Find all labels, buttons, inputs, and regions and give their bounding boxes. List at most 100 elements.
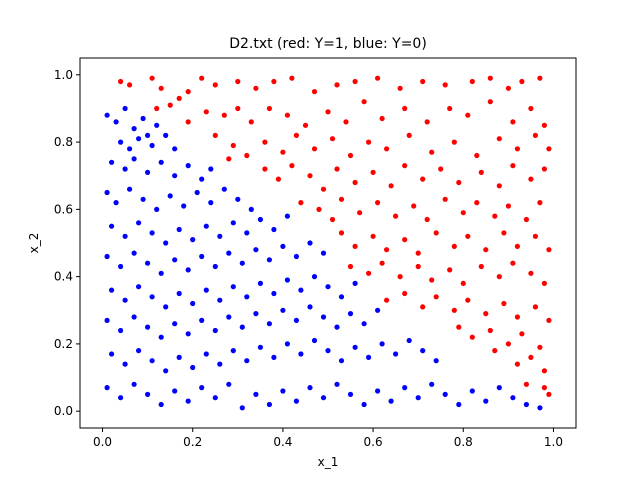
point-Y1-2 [149, 75, 155, 81]
point-Y0-108 [149, 358, 155, 364]
y-tick-label: 0.6 [54, 202, 73, 216]
point-Y0-35 [122, 233, 128, 239]
point-Y0-137 [199, 385, 205, 391]
point-Y0-92 [212, 327, 218, 334]
point-Y0-29 [194, 189, 200, 196]
point-Y1-55 [347, 152, 354, 159]
point-Y1-48 [244, 152, 250, 159]
point-Y0-156 [456, 401, 462, 408]
point-Y1-33 [302, 122, 309, 128]
y-tick-label: 0.0 [54, 404, 73, 418]
point-Y0-153 [415, 395, 421, 401]
point-Y1-14 [352, 78, 358, 85]
point-Y0-162 [537, 405, 543, 411]
x-tick-label: 0.0 [93, 435, 112, 449]
point-Y0-18 [172, 173, 178, 179]
point-Y1-110 [501, 230, 507, 236]
point-Y0-66 [122, 297, 128, 303]
point-Y0-109 [163, 368, 169, 374]
point-Y0-77 [271, 290, 277, 297]
point-Y1-133 [483, 311, 489, 317]
point-Y0-161 [523, 401, 530, 408]
point-Y1-134 [501, 300, 507, 307]
point-Y1-69 [307, 173, 313, 179]
point-Y0-21 [208, 166, 214, 172]
point-Y1-41 [465, 112, 471, 118]
point-Y1-0 [118, 78, 124, 85]
point-Y0-118 [284, 341, 290, 347]
point-Y1-59 [429, 149, 435, 155]
x-tick-label: 0.8 [454, 435, 473, 449]
point-Y0-75 [244, 294, 250, 300]
point-Y1-15 [375, 75, 381, 81]
point-Y0-8 [127, 146, 133, 152]
point-Y1-28 [221, 112, 227, 118]
point-Y0-58 [239, 260, 245, 266]
point-Y0-138 [212, 395, 218, 401]
point-Y0-44 [244, 230, 250, 236]
point-Y0-119 [298, 351, 304, 357]
point-Y1-79 [478, 169, 484, 175]
point-Y1-46 [212, 132, 218, 138]
point-Y1-131 [451, 307, 457, 313]
point-Y0-80 [311, 274, 318, 280]
point-Y0-114 [230, 348, 236, 354]
point-Y1-137 [546, 317, 552, 323]
point-Y0-78 [284, 277, 290, 283]
point-Y1-76 [420, 176, 426, 182]
point-Y1-96 [492, 213, 498, 219]
point-Y0-40 [190, 237, 196, 243]
point-Y1-83 [541, 166, 548, 172]
point-Y0-69 [163, 304, 169, 310]
point-Y1-50 [262, 139, 268, 145]
y-axis-ticks: 0.0 0.2 0.4 0.6 0.8 1.0 [54, 68, 80, 418]
point-Y1-100 [338, 230, 345, 236]
point-Y1-8 [235, 78, 241, 85]
point-Y1-136 [532, 304, 539, 310]
point-Y1-126 [541, 280, 548, 286]
point-Y0-139 [226, 381, 232, 387]
point-Y1-65 [546, 146, 552, 152]
point-Y1-80 [496, 183, 502, 189]
point-Y1-30 [248, 119, 254, 125]
point-Y0-53 [172, 257, 178, 263]
x-tick-label: 0.6 [364, 435, 383, 449]
point-Y0-67 [136, 284, 142, 290]
point-Y0-81 [325, 284, 331, 290]
point-Y1-23 [537, 75, 543, 81]
point-Y0-146 [320, 395, 327, 401]
point-Y1-139 [469, 334, 475, 340]
point-Y0-136 [185, 398, 191, 404]
point-Y1-140 [487, 327, 493, 334]
point-Y0-82 [338, 294, 345, 300]
point-Y0-41 [203, 223, 209, 229]
point-Y0-115 [244, 358, 250, 364]
point-Y1-6 [199, 75, 205, 81]
point-Y1-124 [510, 260, 516, 266]
point-Y0-17 [158, 159, 164, 165]
point-Y0-102 [347, 311, 354, 317]
y-tick-label: 1.0 [54, 68, 73, 82]
point-Y0-101 [334, 324, 340, 330]
point-Y0-26 [154, 206, 160, 212]
point-Y1-90 [393, 213, 399, 219]
point-Y0-76 [257, 280, 263, 286]
point-Y1-29 [235, 105, 241, 112]
point-Y1-108 [465, 233, 471, 239]
point-Y0-130 [104, 385, 110, 391]
point-Y1-95 [474, 200, 480, 206]
point-Y1-54 [329, 136, 336, 142]
point-Y0-143 [280, 388, 286, 394]
point-Y0-27 [167, 193, 173, 199]
point-Y1-40 [447, 105, 453, 112]
point-Y0-22 [104, 189, 110, 196]
point-Y1-20 [487, 75, 493, 81]
point-Y0-12 [172, 146, 178, 152]
point-Y1-113 [546, 247, 552, 253]
point-Y0-134 [158, 401, 164, 408]
x-tick-label: 0.2 [183, 435, 202, 449]
point-Y1-10 [271, 78, 277, 85]
point-Y0-47 [284, 213, 290, 219]
point-Y0-14 [122, 166, 128, 172]
point-Y0-56 [212, 263, 218, 270]
